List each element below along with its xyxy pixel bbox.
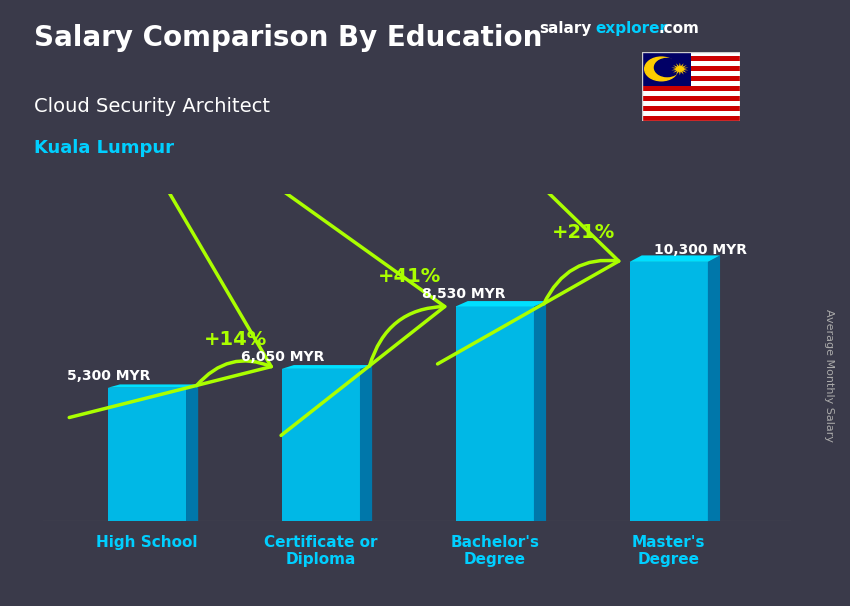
- Text: +21%: +21%: [552, 223, 615, 242]
- Polygon shape: [108, 388, 186, 521]
- Text: 8,530 MYR: 8,530 MYR: [422, 287, 505, 301]
- Bar: [642, 52, 690, 87]
- FancyArrowPatch shape: [438, 116, 619, 364]
- Bar: [642, 52, 740, 56]
- FancyArrowPatch shape: [275, 185, 445, 436]
- Bar: [642, 101, 740, 106]
- Bar: [642, 96, 740, 101]
- Polygon shape: [708, 255, 720, 521]
- Bar: [642, 61, 740, 67]
- Polygon shape: [281, 369, 360, 521]
- Polygon shape: [534, 301, 546, 521]
- Bar: [642, 56, 740, 61]
- FancyArrowPatch shape: [69, 187, 271, 418]
- Text: 10,300 MYR: 10,300 MYR: [654, 243, 746, 257]
- Polygon shape: [456, 301, 546, 307]
- Text: salary: salary: [540, 21, 592, 36]
- Polygon shape: [630, 255, 720, 262]
- Text: Cloud Security Architect: Cloud Security Architect: [34, 97, 270, 116]
- Circle shape: [654, 58, 680, 76]
- Text: Salary Comparison By Education: Salary Comparison By Education: [34, 24, 542, 52]
- Polygon shape: [108, 384, 198, 388]
- Text: explorer: explorer: [595, 21, 667, 36]
- Bar: [642, 87, 740, 92]
- Text: +41%: +41%: [378, 267, 441, 287]
- Text: 6,050 MYR: 6,050 MYR: [241, 350, 324, 364]
- Bar: [642, 81, 740, 87]
- Polygon shape: [360, 365, 372, 521]
- Bar: [642, 112, 740, 116]
- Polygon shape: [456, 307, 534, 521]
- Text: Average Monthly Salary: Average Monthly Salary: [824, 309, 834, 442]
- Polygon shape: [186, 384, 198, 521]
- Bar: [642, 76, 740, 81]
- Bar: [642, 116, 740, 121]
- Bar: [642, 72, 740, 76]
- Bar: [642, 106, 740, 112]
- Text: .com: .com: [659, 21, 700, 36]
- Circle shape: [644, 57, 678, 81]
- Bar: [642, 92, 740, 96]
- Text: 5,300 MYR: 5,300 MYR: [67, 368, 150, 383]
- Text: +14%: +14%: [204, 330, 267, 349]
- Polygon shape: [672, 62, 688, 75]
- Polygon shape: [281, 365, 372, 369]
- Text: Kuala Lumpur: Kuala Lumpur: [34, 139, 174, 158]
- Polygon shape: [630, 262, 708, 521]
- Bar: [642, 67, 740, 72]
